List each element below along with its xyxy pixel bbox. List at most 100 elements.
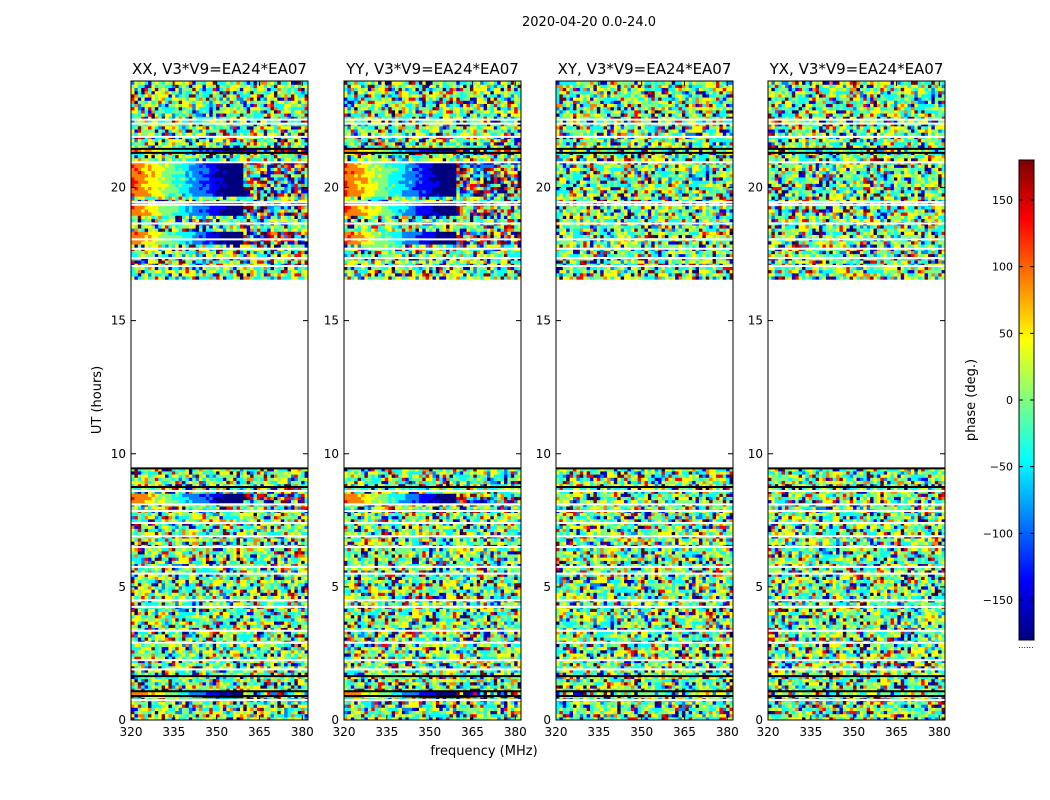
phase-pixel xyxy=(212,566,217,571)
phase-pixel xyxy=(280,608,285,612)
phase-pixel xyxy=(188,272,193,277)
phase-pixel xyxy=(243,470,248,475)
phase-pixel xyxy=(263,611,268,616)
phase-pixel xyxy=(233,630,237,635)
phase-pixel xyxy=(277,505,282,510)
phase-pixel xyxy=(216,480,220,485)
phase-pixel xyxy=(290,253,295,258)
phase-pixel xyxy=(253,515,258,520)
phase-pixel xyxy=(246,493,251,497)
phase-pixel xyxy=(165,627,169,632)
phase-pixel xyxy=(304,512,308,517)
phase-pixel xyxy=(239,713,244,718)
phase-pixel xyxy=(151,656,156,660)
phase-pixel xyxy=(243,672,248,676)
phase-pixel xyxy=(233,473,237,478)
phase-pixel xyxy=(270,470,275,475)
phase-pixel xyxy=(188,716,193,720)
phase-pixel xyxy=(185,643,190,648)
phase-pixel xyxy=(175,688,180,692)
phase-pixel xyxy=(290,525,295,529)
phase-pixel xyxy=(250,496,254,501)
phase-pixel xyxy=(270,541,275,545)
phase-pixel xyxy=(219,550,224,555)
phase-pixel xyxy=(148,592,152,596)
phase-pixel xyxy=(284,227,288,232)
phase-pixel xyxy=(212,496,217,501)
phase-pixel xyxy=(202,493,207,497)
phase-pixel xyxy=(226,569,231,574)
phase-pixel xyxy=(195,579,200,584)
phase-pixel xyxy=(267,672,271,676)
phase-pixel xyxy=(212,525,217,529)
phase-pixel xyxy=(260,592,265,596)
phase-pixel xyxy=(301,483,305,488)
phase-pixel xyxy=(168,512,173,517)
phase-pixel xyxy=(243,688,248,692)
phase-pixel xyxy=(148,585,152,590)
phase-pixel xyxy=(134,617,139,622)
phase-pixel xyxy=(219,493,224,497)
phase-pixel xyxy=(277,525,282,529)
phase-pixel xyxy=(185,704,190,708)
phase-pixel xyxy=(277,470,282,475)
phase-pixel xyxy=(212,684,217,689)
phase-pixel xyxy=(297,643,302,648)
phase-pixel xyxy=(267,713,271,718)
phase-pixel xyxy=(229,563,234,568)
phase-pixel xyxy=(290,665,295,670)
phase-pixel xyxy=(165,576,169,581)
phase-pixel xyxy=(253,614,258,619)
phase-pixel xyxy=(284,592,288,596)
phase-pixel xyxy=(137,656,142,660)
phase-pixel xyxy=(209,589,214,593)
phase-pixel xyxy=(141,665,146,670)
phase-pixel xyxy=(216,595,220,600)
phase-pixel xyxy=(182,512,186,517)
phase-pixel xyxy=(297,592,302,596)
phase-pixel xyxy=(267,275,271,280)
phase-pixel xyxy=(284,582,288,587)
phase-pixel xyxy=(137,518,142,523)
phase-pixel xyxy=(226,716,231,720)
phase-pixel xyxy=(209,515,214,520)
phase-pixel xyxy=(195,710,200,715)
phase-pixel xyxy=(219,253,224,258)
phase-pixel xyxy=(226,704,231,708)
phase-pixel xyxy=(243,595,248,600)
phase-pixel xyxy=(212,589,217,593)
phase-pixel xyxy=(243,700,248,705)
phase-pixel xyxy=(175,624,180,628)
phase-pixel xyxy=(277,579,282,584)
phase-pixel xyxy=(134,269,139,274)
phase-pixel xyxy=(192,675,197,680)
phase-pixel xyxy=(219,541,224,545)
phase-pixel xyxy=(219,579,224,584)
phase-pixel xyxy=(273,566,278,571)
phase-pixel xyxy=(148,234,152,239)
phase-pixel xyxy=(154,537,159,542)
phase-pixel xyxy=(151,518,156,523)
phase-pixel xyxy=(260,646,265,651)
phase-pixel xyxy=(154,611,159,616)
phase-pixel xyxy=(158,582,163,587)
phase-pixel xyxy=(134,547,139,552)
phase-pixel xyxy=(294,646,299,651)
phase-pixel xyxy=(141,505,146,510)
phase-pixel xyxy=(175,557,180,561)
phase-pixel xyxy=(154,227,159,232)
phase-pixel xyxy=(192,486,197,491)
phase-pixel xyxy=(199,563,203,568)
phase-pixel xyxy=(294,560,299,565)
phase-pixel xyxy=(270,601,275,606)
phase-pixel xyxy=(273,227,278,232)
phase-pixel xyxy=(229,614,234,619)
phase-pixel xyxy=(222,505,227,510)
phase-pixel xyxy=(270,627,275,632)
phase-pixel xyxy=(290,505,295,510)
phase-pixel xyxy=(229,557,234,561)
phase-pixel xyxy=(134,595,139,600)
phase-pixel xyxy=(209,659,214,664)
phase-pixel xyxy=(165,563,169,568)
phase-pixel xyxy=(246,266,251,271)
